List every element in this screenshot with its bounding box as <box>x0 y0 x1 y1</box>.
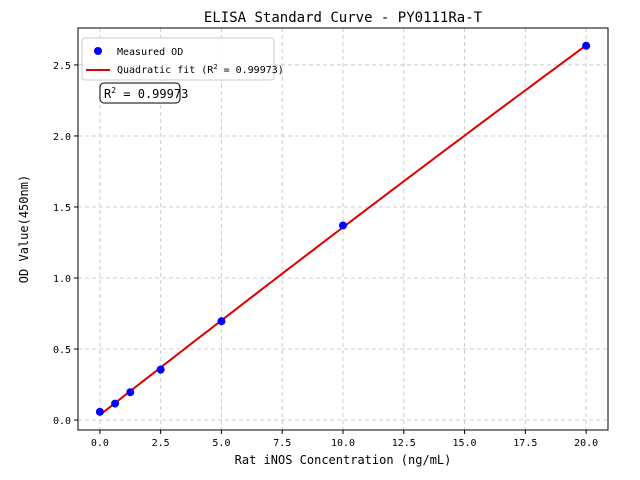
x-tick-label: 12.5 <box>392 438 416 449</box>
x-tick-label: 20.0 <box>574 438 598 449</box>
x-tick-label: 17.5 <box>513 438 537 449</box>
y-tick-label: 0.0 <box>53 416 71 427</box>
axis-ticks: 0.0 2.5 5.0 7.5 10.0 12.5 15.0 17.5 20.0 0.0 0.5 1.… <box>53 61 598 449</box>
x-tick-label: 7.5 <box>273 438 291 449</box>
legend-box <box>81 37 275 81</box>
r-squared-annotation: R2 = 0.99973 <box>99 82 188 104</box>
annotation-prefix: R <box>104 87 112 101</box>
y-tick-label: 1.0 <box>53 274 71 285</box>
x-tick-label: 2.5 <box>152 438 170 449</box>
data-point <box>582 41 591 50</box>
annotation-box <box>99 82 181 104</box>
y-axis-label: OD Value(450nm) <box>17 175 31 283</box>
chart-title: ELISA Standard Curve - PY0111Ra-T <box>204 10 483 26</box>
x-tick-label: 5.0 <box>212 438 230 449</box>
legend-fit-prefix: Quadratic fit (R <box>117 65 214 76</box>
y-tick-label: 1.5 <box>53 203 71 214</box>
data-point <box>156 365 165 374</box>
legend-marker-measured <box>94 47 102 55</box>
data-point <box>217 317 226 326</box>
legend-label-measured: Measured OD <box>117 47 183 58</box>
data-points <box>95 41 591 416</box>
x-axis-label: Rat iNOS Concentration (ng/mL) <box>235 453 452 467</box>
legend-label-fit: Quadratic fit (R2 = 0.99973) <box>117 63 284 76</box>
x-tick-label: 0.0 <box>91 438 109 449</box>
grid <box>78 28 608 430</box>
y-tick-label: 2.0 <box>53 132 71 143</box>
x-tick-label: 10.0 <box>331 438 355 449</box>
legend-fit-suffix: = 0.99973) <box>218 65 284 76</box>
data-point <box>126 388 135 397</box>
x-tick-label: 15.0 <box>453 438 477 449</box>
annotation-suffix: = 0.99973 <box>116 87 188 101</box>
y-tick-label: 2.5 <box>53 61 71 72</box>
data-point <box>111 399 120 408</box>
legend: Measured OD Quadratic fit (R2 = 0.99973) <box>81 37 284 81</box>
annotation-text: R2 = 0.99973 <box>104 86 188 101</box>
legend-fit-sup: 2 <box>213 63 217 71</box>
data-point <box>339 221 347 230</box>
y-tick-label: 0.5 <box>53 345 71 356</box>
annotation-sup: 2 <box>111 86 116 95</box>
data-point <box>95 407 104 416</box>
